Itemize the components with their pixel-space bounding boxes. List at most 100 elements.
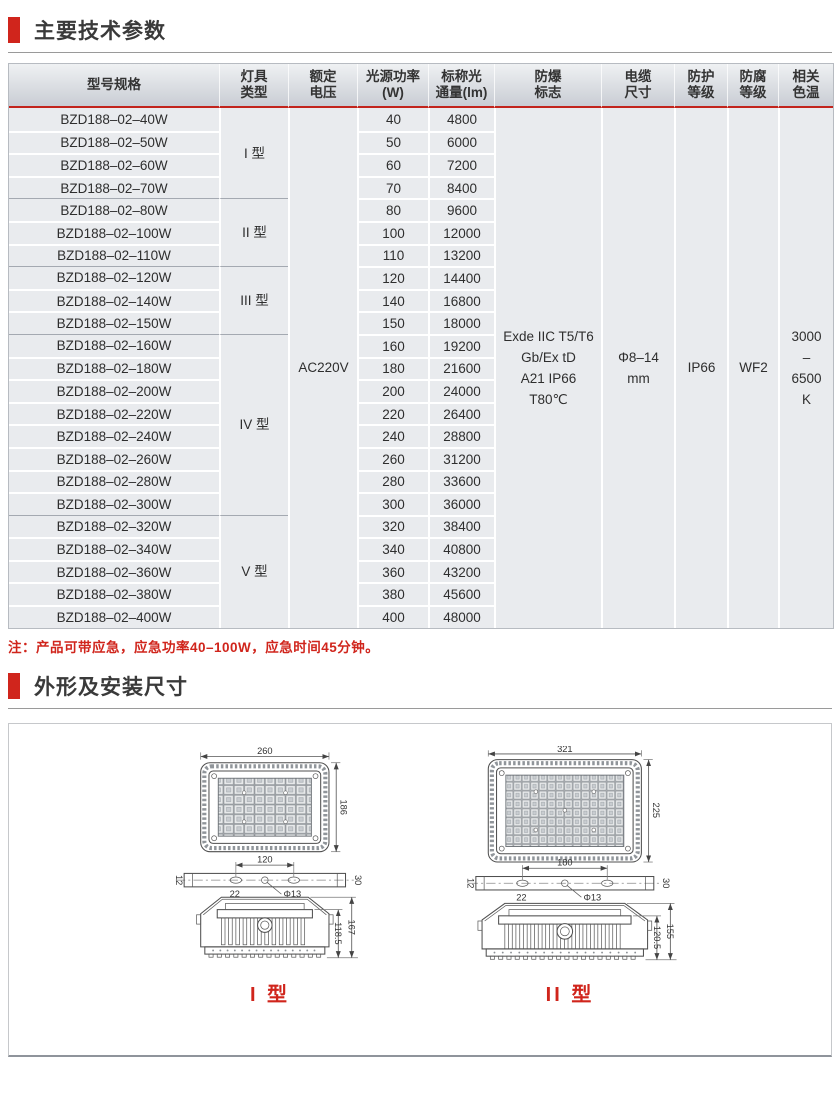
power-cell: 40 xyxy=(357,108,428,131)
lumens-cell: 9600 xyxy=(428,198,494,221)
lumens-cell: 14400 xyxy=(428,266,494,289)
type1-front-view: 260 186 xyxy=(200,746,348,852)
model-cell: BZD188–02–160W xyxy=(9,333,219,357)
accent-bar-icon xyxy=(8,672,20,699)
power-cell: 260 xyxy=(357,446,428,470)
lumens-cell: 43200 xyxy=(428,559,494,583)
lumens-cell: 13200 xyxy=(428,243,494,267)
cable-cell: Φ8–14 mm xyxy=(601,108,674,628)
model-cell: BZD188–02–320W xyxy=(9,514,219,538)
col-header-lumens: 标称光 通量(lm) xyxy=(428,64,494,108)
model-cell: BZD188–02–200W xyxy=(9,379,219,402)
lumens-cell: 33600 xyxy=(428,469,494,493)
spec-table-row: BZD188–02–240W 240 28800 xyxy=(9,424,833,447)
model-cell: BZD188–02–70W xyxy=(9,175,219,199)
power-cell: 120 xyxy=(357,266,428,289)
type2-bracket-end-width-dim: 12 xyxy=(466,878,476,888)
lumens-cell: 19200 xyxy=(428,333,494,357)
lumens-cell: 8400 xyxy=(428,175,494,199)
model-cell: BZD188–02–180W xyxy=(9,356,219,380)
spec-table-row: BZD188–02–300W 300 36000 xyxy=(9,492,833,515)
type2-bracket-hole-dim: Φ13 xyxy=(583,892,601,902)
spec-table-row: BZD188–02–40W I 型 AC220V 40 4800 Exde IIC T5/… xyxy=(9,108,833,628)
power-cell: 80 xyxy=(357,198,428,221)
lumens-cell: 45600 xyxy=(428,582,494,606)
lumens-cell: 4800 xyxy=(428,108,494,131)
type1-bracket-span-dim: 120 xyxy=(257,854,273,864)
spec-table-row: BZD188–02–320W V 型 320 38400 xyxy=(9,514,833,628)
spec-table-row: BZD188–02–360W 360 43200 xyxy=(9,559,833,583)
type1-drawing-svg: 260 186 120 22 xyxy=(174,746,363,958)
section-header-params: 主要技术参数 xyxy=(8,0,832,53)
model-cell: BZD188–02–220W xyxy=(9,401,219,425)
ex-mark-cell: Exde IIC T5/T6 Gb/Ex tD A21 IP66 T80℃ xyxy=(494,108,601,628)
type2-side-inner-dim: 120.5 xyxy=(652,926,662,949)
model-cell: BZD188–02–280W xyxy=(9,469,219,493)
power-cell: 400 xyxy=(357,605,428,628)
col-header-ex-mark: 防爆 标志 xyxy=(494,64,601,108)
model-cell: BZD188–02–80W xyxy=(9,198,219,221)
type1-side-total-dim: 167 xyxy=(347,919,357,935)
lumens-cell: 16800 xyxy=(428,288,494,312)
power-cell: 320 xyxy=(357,514,428,538)
type2-bracket-view: 180 22 Φ13 12 30 xyxy=(466,857,672,902)
type2-bracket-span-dim: 180 xyxy=(557,857,573,867)
accent-bar-icon xyxy=(8,17,20,43)
col-header-model: 型号规格 xyxy=(9,64,219,108)
lumens-cell: 18000 xyxy=(428,311,494,334)
lamp-type-cell: IV 型 xyxy=(219,333,288,515)
lumens-cell: 21600 xyxy=(428,356,494,380)
cct-cell: 3000 – 6500 K xyxy=(778,108,833,628)
lumens-cell: 24000 xyxy=(428,379,494,402)
voltage-cell: AC220V xyxy=(288,108,357,628)
model-cell: BZD188–02–260W xyxy=(9,446,219,470)
model-cell: BZD188–02–140W xyxy=(9,288,219,312)
model-cell: BZD188–02–110W xyxy=(9,243,219,267)
type2-bracket-offset-dim: 22 xyxy=(516,892,526,902)
col-header-cct: 相关 色温 xyxy=(778,64,833,108)
spec-table-row: BZD188–02–200W 200 24000 xyxy=(9,379,833,402)
type2-side-total-dim: 155 xyxy=(665,923,675,939)
drawing-type1: 260 186 120 22 xyxy=(120,746,420,1007)
lumens-cell: 40800 xyxy=(428,537,494,560)
model-cell: BZD188–02–240W xyxy=(9,424,219,447)
power-cell: 140 xyxy=(357,288,428,312)
type1-bracket-hole-dim: Φ13 xyxy=(283,889,301,899)
power-cell: 60 xyxy=(357,153,428,176)
col-header-ip: 防护 等级 xyxy=(674,64,727,108)
model-cell: BZD188–02–400W xyxy=(9,605,219,628)
type1-bracket-end-width-dim: 12 xyxy=(174,875,184,885)
power-cell: 280 xyxy=(357,469,428,493)
spec-table-row: BZD188–02–50W 50 6000 xyxy=(9,130,833,154)
spec-table-row: BZD188–02–140W 140 16800 xyxy=(9,288,833,312)
col-header-corrosion: 防腐 等级 xyxy=(727,64,778,108)
type1-caption: I 型 xyxy=(249,983,291,1006)
type1-front-height-dim: 186 xyxy=(338,799,348,815)
type1-bracket-offset-dim: 22 xyxy=(230,889,240,899)
spec-table-row: BZD188–02–60W 60 7200 xyxy=(9,153,833,176)
lumens-cell: 31200 xyxy=(428,446,494,470)
type1-side-view: 118.5 167 xyxy=(196,896,358,958)
col-header-power: 光源功率 (W) xyxy=(357,64,428,108)
dimension-drawings-panel: 260 186 120 22 xyxy=(8,722,832,1057)
datasheet-page: 主要技术参数 型号规格 灯具 类型 额定 电压 光源功率 (W) 标称光 通量(… xyxy=(8,0,834,1057)
type1-front-width-dim: 260 xyxy=(257,746,273,756)
power-cell: 180 xyxy=(357,356,428,380)
lumens-cell: 6000 xyxy=(428,130,494,154)
power-cell: 300 xyxy=(357,492,428,515)
model-cell: BZD188–02–360W xyxy=(9,559,219,583)
type2-front-view: 321 225 xyxy=(487,746,661,863)
power-cell: 110 xyxy=(357,243,428,267)
spec-table-row: BZD188–02–400W 400 48000 xyxy=(9,605,833,628)
power-cell: 160 xyxy=(357,333,428,357)
spec-table-row: BZD188–02–380W 380 45600 xyxy=(9,582,833,606)
lumens-cell: 28800 xyxy=(428,424,494,447)
spec-table-row: BZD188–02–120W III 型 120 14400 xyxy=(9,266,833,334)
lamp-type-cell: I 型 xyxy=(219,108,288,199)
power-cell: 200 xyxy=(357,379,428,402)
spec-table: 型号规格 灯具 类型 额定 电压 光源功率 (W) 标称光 通量(lm) 防爆 … xyxy=(8,63,834,629)
model-cell: BZD188–02–50W xyxy=(9,130,219,154)
lamp-type-cell: III 型 xyxy=(219,266,288,334)
spec-table-row: BZD188–02–150W 150 18000 xyxy=(9,311,833,334)
table-note: 注：产品可带应急，应急功率40–100W，应急时间45分钟。 xyxy=(8,639,380,655)
